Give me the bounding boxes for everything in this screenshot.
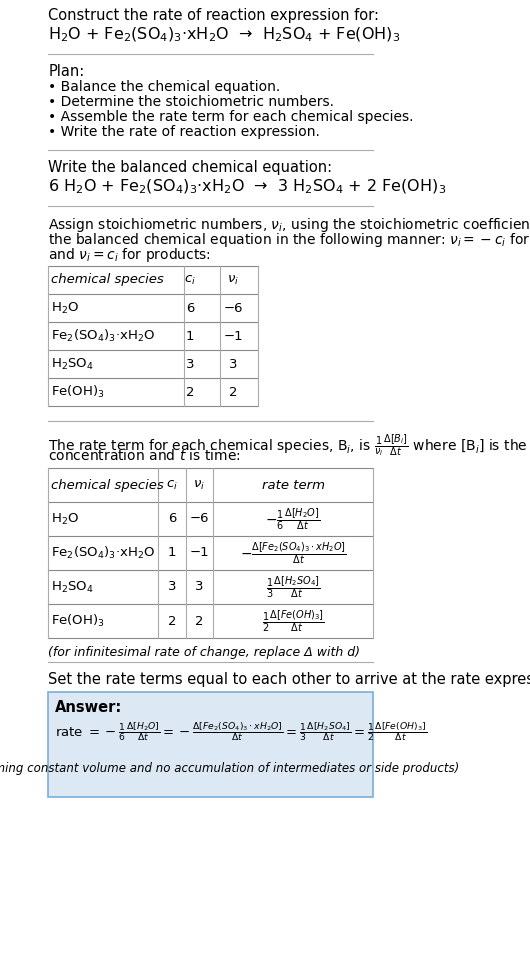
Text: Write the balanced chemical equation:: Write the balanced chemical equation: — [48, 160, 332, 175]
Text: the balanced chemical equation in the following manner: $\nu_i = -c_i$ for react: the balanced chemical equation in the fo… — [48, 231, 530, 249]
Text: 3: 3 — [195, 580, 204, 594]
Text: 6 H$_2$O + Fe$_2$(SO$_4$)$_3$·xH$_2$O  →  3 H$_2$SO$_4$ + 2 Fe(OH)$_3$: 6 H$_2$O + Fe$_2$(SO$_4$)$_3$·xH$_2$O → … — [48, 178, 446, 196]
FancyBboxPatch shape — [48, 692, 374, 797]
Text: H$_2$O: H$_2$O — [51, 301, 79, 316]
Text: 3: 3 — [186, 358, 195, 370]
Text: H$_2$O + Fe$_2$(SO$_4$)$_3$·xH$_2$O  →  H$_2$SO$_4$ + Fe(OH)$_3$: H$_2$O + Fe$_2$(SO$_4$)$_3$·xH$_2$O → H$… — [48, 26, 401, 44]
Text: 6: 6 — [168, 513, 176, 525]
Text: Set the rate terms equal to each other to arrive at the rate expression:: Set the rate terms equal to each other t… — [48, 672, 530, 687]
Text: Answer:: Answer: — [55, 700, 122, 715]
Text: 6: 6 — [186, 302, 194, 315]
Text: 1: 1 — [186, 329, 195, 342]
Text: 2: 2 — [229, 385, 237, 399]
Text: Fe$_2$(SO$_4$)$_3$·xH$_2$O: Fe$_2$(SO$_4$)$_3$·xH$_2$O — [51, 328, 155, 344]
Text: Construct the rate of reaction expression for:: Construct the rate of reaction expressio… — [48, 8, 379, 23]
Text: H$_2$SO$_4$: H$_2$SO$_4$ — [51, 579, 93, 595]
Text: 2: 2 — [167, 614, 176, 627]
Text: Fe(OH)$_3$: Fe(OH)$_3$ — [51, 384, 104, 400]
Text: rate $= -\frac{1}{6}\frac{\Delta[H_2O]}{\Delta t} = -\frac{\Delta[Fe_2(SO_4)_3 \: rate $= -\frac{1}{6}\frac{\Delta[H_2O]}{… — [55, 720, 427, 743]
Text: $c_i$: $c_i$ — [166, 478, 178, 492]
Text: $\frac{1}{3}\frac{\Delta[H_2SO_4]}{\Delta t}$: $\frac{1}{3}\frac{\Delta[H_2SO_4]}{\Delt… — [266, 574, 320, 600]
Text: Fe$_2$(SO$_4$)$_3$·xH$_2$O: Fe$_2$(SO$_4$)$_3$·xH$_2$O — [51, 545, 155, 561]
Text: Plan:: Plan: — [48, 64, 85, 79]
Text: H$_2$O: H$_2$O — [51, 512, 79, 526]
Text: −6: −6 — [223, 302, 243, 315]
Text: $-\frac{\Delta[Fe_2(SO_4)_3 \cdot xH_2O]}{\Delta t}$: $-\frac{\Delta[Fe_2(SO_4)_3 \cdot xH_2O]… — [240, 540, 347, 565]
Text: concentration and $t$ is time:: concentration and $t$ is time: — [48, 448, 241, 463]
Text: rate term: rate term — [262, 478, 325, 492]
Text: • Determine the stoichiometric numbers.: • Determine the stoichiometric numbers. — [48, 95, 334, 109]
Text: −1: −1 — [189, 547, 209, 560]
Text: −6: −6 — [189, 513, 209, 525]
Text: Assign stoichiometric numbers, $\nu_i$, using the stoichiometric coefficients, $: Assign stoichiometric numbers, $\nu_i$, … — [48, 216, 530, 234]
Text: Fe(OH)$_3$: Fe(OH)$_3$ — [51, 612, 104, 629]
Text: $-\frac{1}{6}\frac{\Delta[H_2O]}{\Delta t}$: $-\frac{1}{6}\frac{\Delta[H_2O]}{\Delta … — [266, 506, 321, 532]
Text: 1: 1 — [167, 547, 176, 560]
Text: chemical species: chemical species — [51, 273, 164, 286]
Text: 2: 2 — [195, 614, 204, 627]
Text: chemical species: chemical species — [51, 478, 164, 492]
Text: The rate term for each chemical species, B$_i$, is $\frac{1}{\nu_i}\frac{\Delta[: The rate term for each chemical species,… — [48, 433, 530, 459]
Text: $\frac{1}{2}\frac{\Delta[Fe(OH)_3]}{\Delta t}$: $\frac{1}{2}\frac{\Delta[Fe(OH)_3]}{\Del… — [262, 609, 324, 634]
Text: 3: 3 — [229, 358, 237, 370]
Text: 2: 2 — [186, 385, 195, 399]
Text: $\nu_i$: $\nu_i$ — [193, 478, 205, 492]
Text: $c_i$: $c_i$ — [184, 273, 196, 286]
Text: −1: −1 — [223, 329, 243, 342]
Text: (for infinitesimal rate of change, replace Δ with d): (for infinitesimal rate of change, repla… — [48, 646, 360, 659]
Text: (assuming constant volume and no accumulation of intermediates or side products): (assuming constant volume and no accumul… — [0, 762, 460, 775]
Text: • Write the rate of reaction expression.: • Write the rate of reaction expression. — [48, 125, 320, 139]
Text: • Balance the chemical equation.: • Balance the chemical equation. — [48, 80, 280, 94]
Text: H$_2$SO$_4$: H$_2$SO$_4$ — [51, 357, 93, 371]
Text: $\nu_i$: $\nu_i$ — [227, 273, 239, 286]
Text: and $\nu_i = c_i$ for products:: and $\nu_i = c_i$ for products: — [48, 246, 211, 264]
Text: 3: 3 — [167, 580, 176, 594]
Text: • Assemble the rate term for each chemical species.: • Assemble the rate term for each chemic… — [48, 110, 414, 124]
